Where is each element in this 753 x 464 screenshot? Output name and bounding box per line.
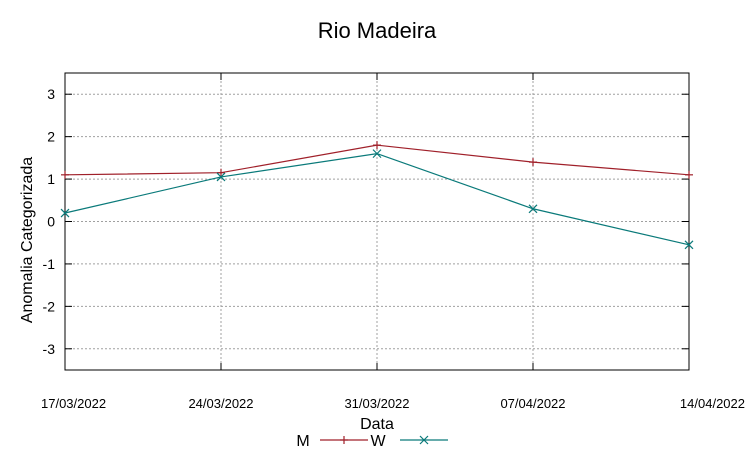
legend-marker-M [340, 436, 348, 444]
y-tick-label: -1 [43, 256, 56, 272]
y-tick-label: 2 [47, 129, 55, 145]
x-tick-label: 17/03/2022 [41, 396, 106, 411]
data-point-W [372, 149, 382, 159]
y-tick-label: -3 [43, 341, 56, 357]
data-point-W [684, 240, 694, 250]
x-tick-label: 07/04/2022 [500, 396, 565, 411]
legend-label-W: W [370, 433, 386, 450]
y-axis-label: Anomalia Categorizada [19, 157, 36, 323]
y-tick-label: 1 [47, 171, 55, 187]
data-point-M [373, 141, 381, 150]
y-tick-label: -2 [43, 298, 56, 314]
x-axis-ticks: 17/03/2022 24/03/2022 31/03/2022 07/04/2022… [41, 73, 745, 411]
data-point-M [61, 170, 69, 179]
data-point-W [60, 208, 70, 218]
y-axis-ticks: -3 -2 -1 0 1 2 3 [43, 86, 689, 357]
data-point-M [217, 168, 225, 177]
chart-title: Rio Madeira [318, 18, 437, 43]
y-tick-label: 3 [47, 86, 55, 102]
data-point-W [528, 204, 538, 214]
data-point-W [216, 172, 226, 182]
grid-lines [65, 73, 689, 370]
data-point-M [685, 170, 693, 179]
x-tick-label: 24/03/2022 [188, 396, 253, 411]
series-layer [60, 141, 694, 250]
y-tick-label: 0 [47, 214, 55, 230]
x-axis-label: Data [360, 416, 394, 433]
x-tick-label: 14/04/2022 [680, 396, 745, 411]
legend-marker-W [419, 435, 429, 445]
x-tick-label: 31/03/2022 [344, 396, 409, 411]
data-point-M [529, 158, 537, 167]
legend-label-M: M [296, 433, 309, 450]
